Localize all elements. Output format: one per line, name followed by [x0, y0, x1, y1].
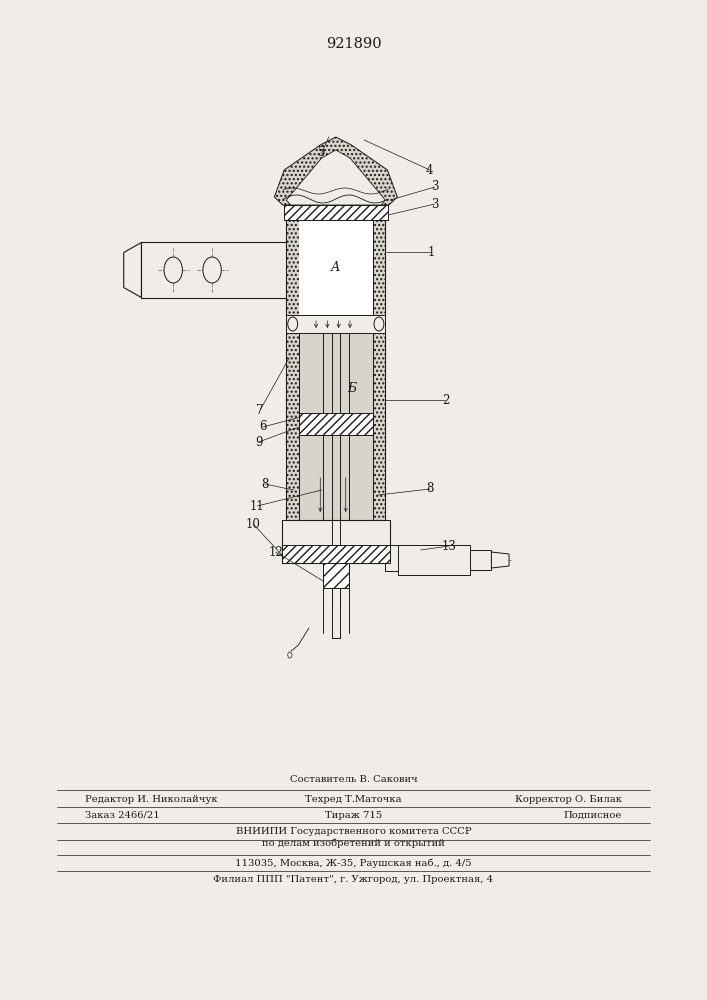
Bar [323, 563, 349, 588]
Bar [373, 435, 385, 520]
Polygon shape [286, 150, 385, 205]
Polygon shape [124, 242, 141, 298]
Circle shape [288, 652, 292, 658]
Circle shape [203, 257, 221, 283]
Bar [284, 205, 388, 220]
Text: 10: 10 [245, 518, 261, 530]
Bar [385, 545, 403, 571]
Text: 11: 11 [250, 499, 264, 512]
Text: 1: 1 [428, 245, 435, 258]
Text: 921890: 921890 [326, 37, 381, 51]
Circle shape [374, 317, 384, 331]
Text: Составитель В. Сакович: Составитель В. Сакович [290, 776, 417, 784]
Bar [141, 242, 286, 298]
Text: Редактор И. Николайчук: Редактор И. Николайчук [85, 794, 218, 804]
Text: 7: 7 [257, 403, 264, 416]
Bar [470, 550, 491, 570]
Text: ВНИИПИ Государственного комитета СССР: ВНИИПИ Государственного комитета СССР [235, 826, 472, 836]
Bar [398, 545, 470, 575]
Text: 9: 9 [255, 436, 262, 448]
Bar [299, 220, 373, 315]
Text: Корректор О. Билак: Корректор О. Билак [515, 794, 622, 804]
Bar [286, 220, 299, 520]
Text: 13: 13 [441, 540, 457, 552]
Text: по делам изобретений и открытий: по делам изобретений и открытий [262, 838, 445, 848]
Text: 4: 4 [426, 163, 433, 176]
Text: Б: Б [347, 382, 356, 395]
Polygon shape [491, 552, 509, 568]
Bar [286, 315, 385, 333]
Text: А: А [331, 261, 341, 274]
Text: 5: 5 [318, 146, 325, 159]
Text: 12: 12 [269, 546, 283, 558]
Text: Филиал ППП "Патент", г. Ужгород, ул. Проектная, 4: Филиал ППП "Патент", г. Ужгород, ул. Про… [214, 876, 493, 884]
Text: 8: 8 [262, 478, 269, 490]
Text: 3: 3 [431, 198, 438, 211]
Bar [373, 220, 385, 520]
Text: Тираж 715: Тираж 715 [325, 810, 382, 820]
Text: 6: 6 [259, 420, 267, 434]
Bar [286, 435, 299, 520]
Text: 3: 3 [431, 180, 438, 194]
Bar [299, 413, 373, 435]
Bar [282, 545, 390, 563]
Text: 113035, Москва, Ж-35, Раушская наб., д. 4/5: 113035, Москва, Ж-35, Раушская наб., д. … [235, 858, 472, 868]
Polygon shape [274, 137, 397, 205]
Bar [299, 435, 373, 520]
Text: Техред Т.Маточка: Техред Т.Маточка [305, 794, 402, 804]
Text: Подписное: Подписное [563, 810, 622, 820]
Text: Заказ 2466/21: Заказ 2466/21 [85, 810, 160, 820]
Circle shape [164, 257, 182, 283]
Text: 8: 8 [426, 483, 433, 495]
Bar [299, 333, 373, 445]
Text: 2: 2 [442, 393, 449, 406]
Circle shape [288, 317, 298, 331]
